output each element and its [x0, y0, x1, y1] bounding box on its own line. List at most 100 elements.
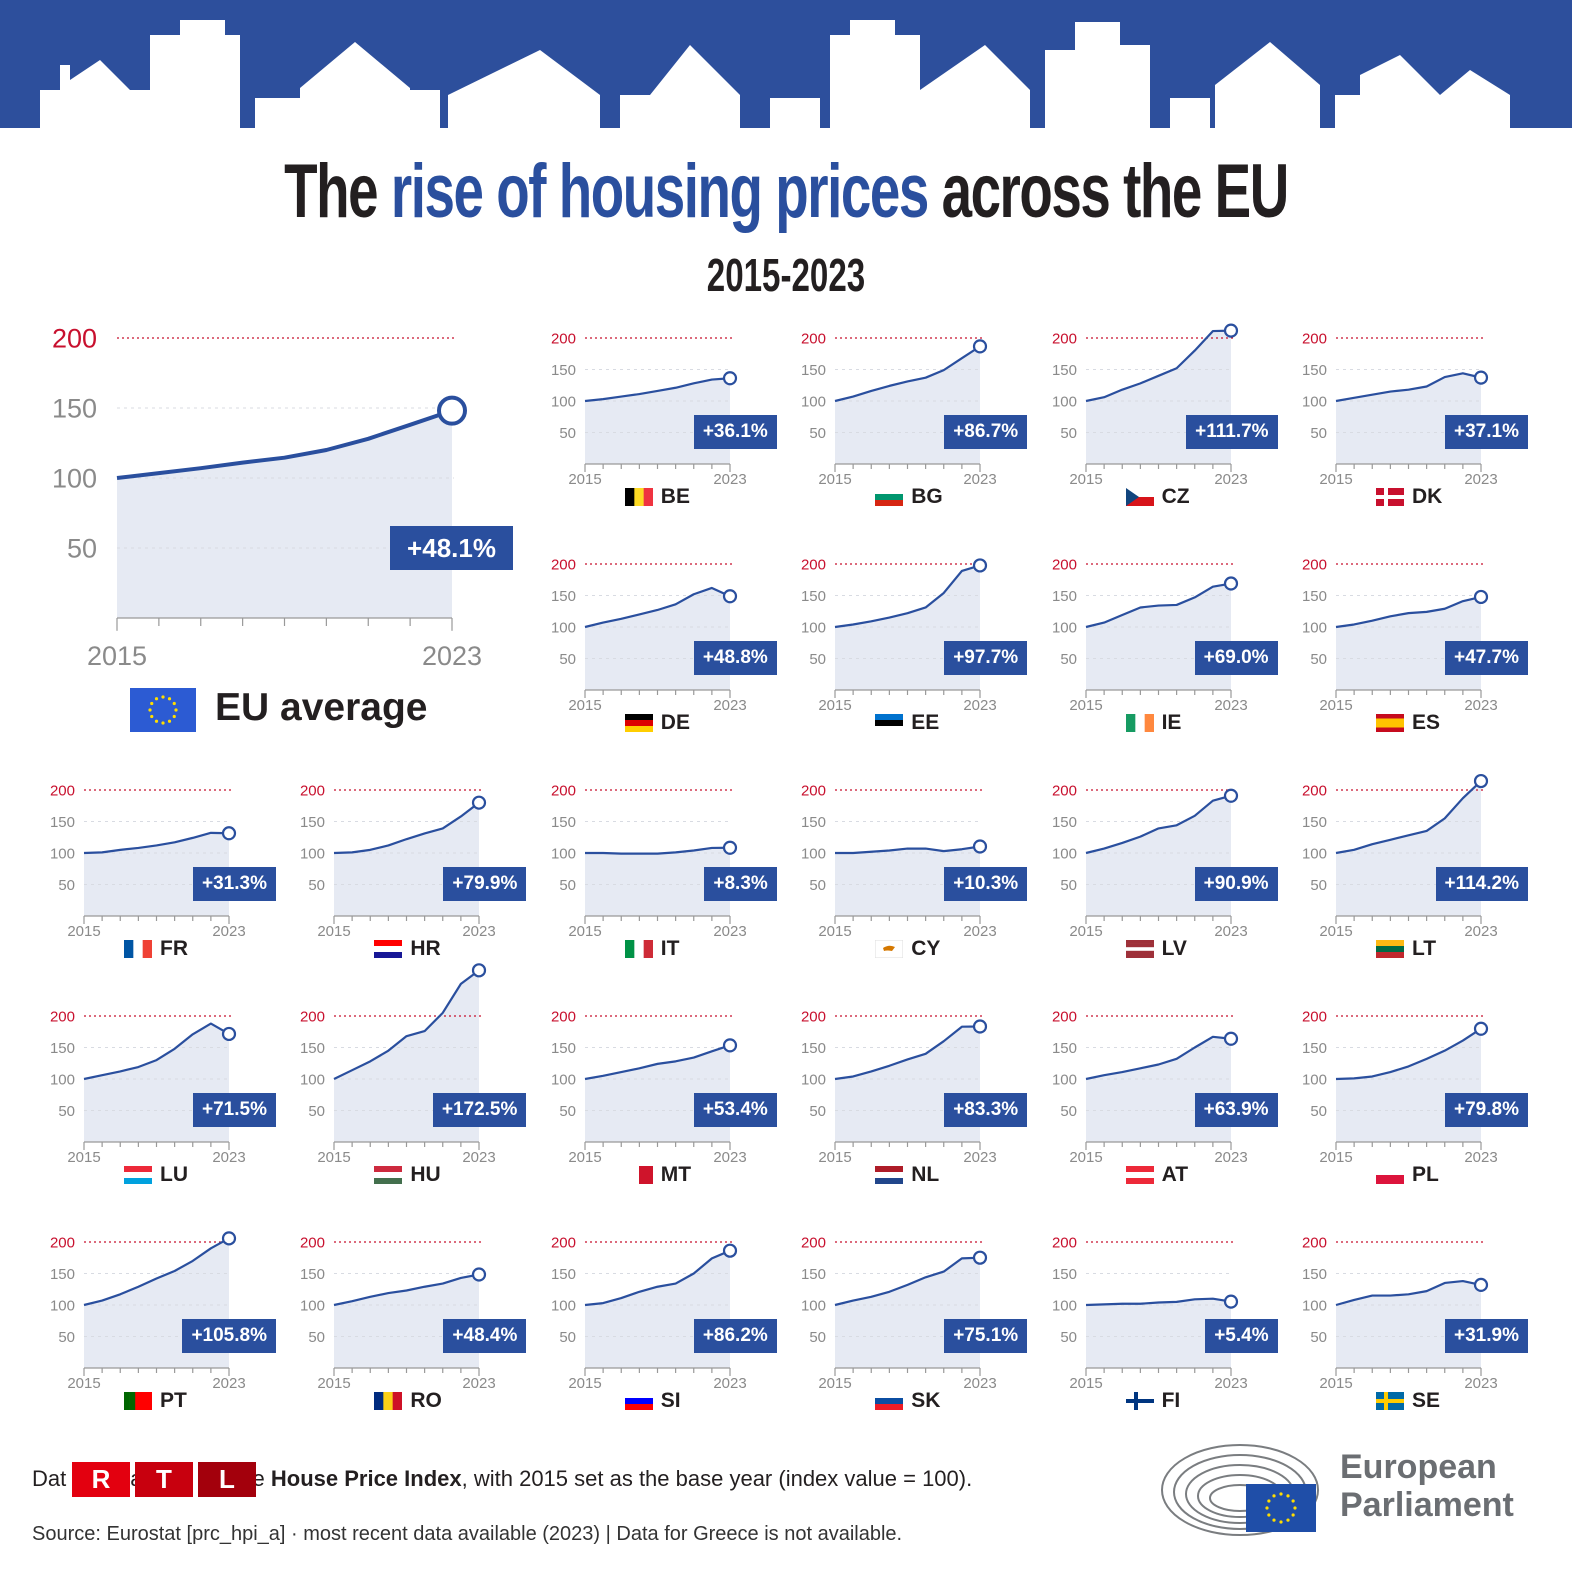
- star-icon: [161, 721, 165, 725]
- country-chart-it: 200 150 100 50 2015 2023 +8.3% IT: [541, 777, 791, 1003]
- it-y-tick-label: 150: [551, 814, 576, 831]
- page-subtitle: 2015-2023: [0, 248, 1572, 302]
- flag-fi-icon: [1125, 1392, 1154, 1415]
- mt-series-line: [584, 1044, 731, 1081]
- flag-be-icon: [624, 488, 654, 511]
- fr-y-tick-label: 150: [50, 814, 75, 831]
- change-badge: +48.4%: [443, 1319, 527, 1353]
- lv-area: [1085, 795, 1231, 916]
- ro-x-tick-label: 2023: [463, 1375, 496, 1392]
- eu-y-tick-label: 100: [52, 464, 97, 494]
- flag-it-icon: [624, 940, 654, 963]
- sk-y-tick-label: 200: [801, 1234, 826, 1251]
- hr-y-tick-label: 150: [300, 814, 325, 831]
- es-endpoint-marker: [1473, 589, 1489, 605]
- ie-area: [1085, 583, 1231, 690]
- rtl-watermark-logo: R T L: [72, 1462, 256, 1497]
- ee-x-tick-label: 2023: [964, 697, 997, 714]
- country-code-label: NL: [911, 1163, 940, 1186]
- sk-x-tick-label: 2023: [964, 1375, 997, 1392]
- at-y-tick-label: 200: [1052, 1008, 1077, 1025]
- change-badge: +111.7%: [1186, 415, 1278, 449]
- de-y-tick-label: 100: [551, 619, 576, 636]
- change-badge: +172.5%: [432, 1093, 527, 1127]
- country-code-label: IT: [660, 937, 680, 960]
- flag-nl-icon: [875, 1166, 904, 1189]
- flag-dk-icon: [1376, 488, 1404, 511]
- fi-x-tick-label: 2023: [1214, 1375, 1247, 1392]
- fr-y-tick-label: 50: [58, 877, 75, 894]
- hr-area: [334, 802, 480, 916]
- country-chart-lt: 200 150 100 50 2015 2023 +114.2% LT: [1292, 773, 1542, 1003]
- header-banner-houses: [0, 0, 1572, 135]
- hr-y-tick-label: 50: [309, 877, 326, 894]
- lu-y-tick-label: 100: [50, 1071, 75, 1088]
- change-badge: +86.2%: [693, 1319, 777, 1353]
- de-y-tick-label: 200: [551, 556, 576, 573]
- country-code-label: LV: [1161, 937, 1187, 960]
- country-chart-plot: 200 150 100 50 2015 2023: [50, 1008, 246, 1166]
- flag-ro-icon: [374, 1392, 403, 1415]
- bg-endpoint-marker: [973, 339, 988, 354]
- lu-x-tick-label: 2015: [67, 1149, 100, 1166]
- ie-endpoint-marker: [1223, 576, 1238, 591]
- lv-y-tick-label: 200: [1052, 782, 1077, 799]
- country-chart-hu: 200 150 100 50 2015 2023 +172.5% HU: [290, 963, 540, 1229]
- flag-de-icon: [624, 714, 653, 737]
- pt-y-tick-label: 200: [50, 1234, 75, 1251]
- flag-lv-icon: [1125, 940, 1154, 963]
- star-icon: [150, 701, 154, 706]
- lt-y-tick-label: 50: [1310, 877, 1327, 894]
- si-x-tick-label: 2015: [568, 1375, 601, 1392]
- flag-si-icon: [624, 1392, 653, 1415]
- change-badge: +53.4%: [693, 1093, 777, 1127]
- at-y-tick-label: 50: [1060, 1103, 1077, 1120]
- it-y-tick-label: 200: [551, 782, 576, 799]
- ee-x-tick-label: 2015: [819, 697, 852, 714]
- bg-y-tick-label: 100: [801, 393, 826, 410]
- si-x-tick-label: 2023: [713, 1375, 746, 1392]
- country-code-label: AT: [1161, 1163, 1189, 1186]
- ro-y-tick-label: 100: [300, 1297, 325, 1314]
- hu-x-tick-label: 2023: [463, 1149, 496, 1166]
- country-chart-hr: 200 150 100 50 2015 2023 +79.9% HR: [290, 777, 540, 1003]
- country-chart-plot: 200 150 100 50 2015 2023: [1052, 1234, 1248, 1392]
- star-icon: [150, 714, 154, 719]
- de-series-line: [584, 586, 731, 629]
- fr-y-tick-label: 200: [50, 782, 75, 799]
- hr-y-tick-label: 100: [300, 845, 325, 862]
- at-y-tick-label: 150: [1052, 1040, 1077, 1057]
- fr-series-line: [83, 831, 230, 855]
- be-endpoint-marker: [722, 371, 737, 386]
- it-endpoint-marker: [722, 840, 737, 855]
- title-highlight: rise of housing prices: [390, 149, 929, 234]
- change-badge: +8.3%: [704, 867, 777, 901]
- it-y-tick-label: 50: [559, 877, 576, 894]
- dk-y-tick-label: 50: [1310, 425, 1327, 442]
- pt-x-tick-label: 2023: [212, 1375, 245, 1392]
- country-code-label: BE: [660, 485, 690, 508]
- country-chart-lu: 200 150 100 50 2015 2023 +71.5% LU: [40, 1003, 290, 1229]
- change-badge: +47.7%: [1445, 641, 1528, 675]
- be-series-line: [584, 377, 730, 403]
- es-y-tick-label: 200: [1302, 556, 1327, 573]
- country-chart-plot: 200 150 100 50 2015 2023: [1052, 1008, 1248, 1166]
- hr-x-tick-label: 2015: [318, 923, 351, 940]
- country-chart-pt: 200 150 100 50 2015 2023 +105.8% PT: [40, 1229, 290, 1455]
- lt-series-line: [1335, 780, 1482, 855]
- hr-endpoint-marker: [472, 795, 487, 810]
- hu-y-tick-label: 150: [300, 1040, 325, 1057]
- star-icon: [161, 695, 165, 699]
- country-chart-plot: 200 150 100 50 2015 2023: [801, 556, 997, 714]
- star-icon: [1272, 1518, 1276, 1522]
- country-code-label: SK: [911, 1389, 941, 1412]
- es-x-tick-label: 2023: [1464, 697, 1497, 714]
- ie-x-tick-label: 2015: [1069, 697, 1102, 714]
- ro-x-tick-label: 2015: [318, 1375, 351, 1392]
- mt-area: [584, 1045, 730, 1142]
- lu-endpoint-marker: [221, 1026, 237, 1042]
- star-icon: [167, 697, 172, 701]
- be-x-tick-label: 2015: [568, 471, 601, 488]
- flag-ie-icon: [1125, 714, 1154, 737]
- se-y-tick-label: 50: [1310, 1329, 1327, 1346]
